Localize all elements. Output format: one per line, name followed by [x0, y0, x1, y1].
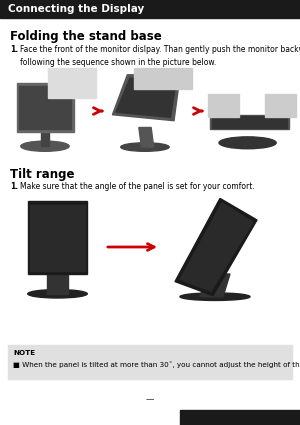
- Text: Face the front of the monitor dislpay. Than gently push the monitor backwards,
f: Face the front of the monitor dislpay. T…: [20, 45, 300, 66]
- Polygon shape: [116, 78, 177, 117]
- Polygon shape: [139, 128, 154, 147]
- Ellipse shape: [219, 137, 276, 149]
- Polygon shape: [30, 204, 85, 271]
- Bar: [180, 410, 300, 425]
- Bar: [8, 345, 292, 379]
- Text: Make sure that the angle of the panel is set for your comfort.: Make sure that the angle of the panel is…: [20, 182, 255, 191]
- Text: Connecting the Display: Connecting the Display: [8, 4, 144, 14]
- Text: Folding the stand base: Folding the stand base: [10, 30, 162, 43]
- Polygon shape: [212, 116, 287, 127]
- Polygon shape: [48, 68, 96, 98]
- Polygon shape: [180, 203, 253, 291]
- Ellipse shape: [21, 141, 69, 151]
- Polygon shape: [208, 94, 239, 117]
- Ellipse shape: [180, 293, 250, 300]
- Text: ■ When the panel is tilted at more than 30˚, you cannot adjust the height of the: ■ When the panel is tilted at more than …: [13, 361, 300, 368]
- Polygon shape: [200, 274, 230, 297]
- Polygon shape: [134, 68, 192, 89]
- Text: NOTE: NOTE: [13, 350, 35, 356]
- Text: Tilt range: Tilt range: [10, 168, 74, 181]
- Polygon shape: [47, 272, 68, 294]
- Text: —: —: [146, 396, 154, 405]
- Ellipse shape: [121, 143, 169, 151]
- Polygon shape: [210, 115, 289, 129]
- Polygon shape: [112, 75, 180, 121]
- Text: 1.: 1.: [10, 45, 18, 54]
- Polygon shape: [175, 198, 257, 296]
- Text: 1.: 1.: [10, 182, 18, 191]
- Polygon shape: [17, 83, 74, 132]
- Polygon shape: [20, 86, 71, 129]
- Bar: [0, 0, 300, 18]
- Polygon shape: [28, 201, 87, 274]
- Bar: [40, 129, 50, 146]
- Polygon shape: [265, 94, 296, 117]
- Ellipse shape: [28, 289, 87, 298]
